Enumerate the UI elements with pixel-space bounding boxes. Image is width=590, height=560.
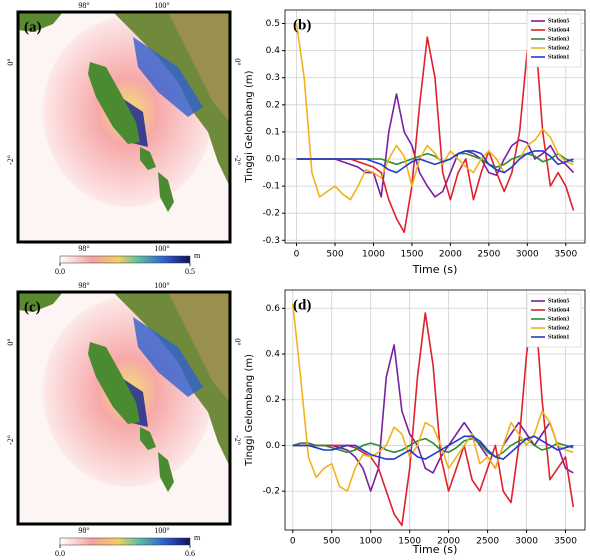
y-tick-label: -0.3 [262, 236, 280, 246]
y-axis-label: Tinggi Gelombang (m) [244, 354, 255, 467]
figure: (a) 98° 98° 100° 100° 0° 0° -2° -2° 0.0 0.5 m (c) 98°… [0, 0, 590, 560]
colorbar-tick-label: 0.5 [185, 267, 195, 276]
y-tick-label: 0.6 [266, 304, 281, 314]
lat-label: 0° [233, 338, 242, 345]
colorbar [60, 256, 190, 263]
legend-label: Station2 [548, 325, 569, 331]
colorbar-tick-label: 0.6 [185, 549, 195, 558]
map: (c) [18, 292, 230, 524]
panel-label: (b) [293, 17, 311, 33]
legend-label: Station1 [548, 54, 569, 60]
panel-label: (c) [24, 299, 41, 315]
x-tick-label: 2000 [439, 250, 462, 260]
legend-label: Station4 [548, 307, 569, 313]
y-tick-label: 0.2 [266, 395, 280, 405]
legend-label: Station5 [548, 298, 569, 304]
colorbar-unit: m [194, 533, 201, 542]
legend-label: Station4 [548, 27, 569, 33]
x-tick-label: 0 [294, 250, 300, 260]
x-axis-label: Time (s) [412, 543, 458, 556]
x-tick-label: 3500 [554, 250, 577, 260]
lat-label: 0° [233, 58, 242, 65]
lon-label: 100° [154, 244, 169, 253]
y-tick-label: 0.5 [266, 19, 280, 29]
lat-label: -2° [233, 435, 242, 445]
lon-label: 98° [78, 1, 89, 10]
legend-label: Station3 [548, 36, 569, 42]
y-tick-label: 0.4 [266, 46, 281, 56]
x-tick-label: 0 [290, 537, 296, 547]
lat-label: -2° [6, 155, 15, 165]
lat-label: -2° [233, 155, 242, 165]
colorbar-tick-label: 0.0 [55, 549, 65, 558]
x-tick-label: 1000 [359, 537, 382, 547]
y-tick-label: -0.2 [262, 209, 280, 219]
lon-label: 100° [154, 526, 169, 535]
y-tick-label: -0.1 [262, 182, 280, 192]
lat-label: 0° [6, 338, 15, 345]
legend-label: Station3 [548, 316, 569, 322]
legend-label: Station5 [548, 18, 569, 24]
y-tick-label: 0.0 [266, 441, 281, 451]
lon-label: 98° [78, 244, 89, 253]
lat-label: 0° [6, 58, 15, 65]
map: (a) [18, 12, 230, 242]
lon-label: 100° [154, 1, 169, 10]
x-tick-label: 500 [323, 537, 340, 547]
y-tick-label: 0.2 [266, 100, 280, 110]
lon-label: 98° [78, 526, 89, 535]
x-tick-label: 3000 [515, 537, 538, 547]
y-tick-label: 0.3 [266, 73, 280, 83]
x-tick-label: 2500 [477, 250, 500, 260]
y-axis-label: Tinggi Gelombang (m) [244, 70, 255, 183]
y-tick-label: -0.2 [262, 487, 280, 497]
legend-label: Station2 [548, 45, 569, 51]
x-tick-label: 3000 [516, 250, 539, 260]
lon-label: 98° [78, 281, 89, 290]
colorbar-unit: m [194, 251, 201, 260]
x-tick-label: 1000 [362, 250, 385, 260]
y-tick-label: 0.4 [266, 350, 281, 360]
x-tick-label: 2500 [476, 537, 499, 547]
legend-label: Station1 [548, 334, 569, 340]
lon-label: 100° [154, 281, 169, 290]
y-tick-label: 0.1 [266, 127, 280, 137]
colorbar-tick-label: 0.0 [55, 267, 65, 276]
x-axis-label: Time (s) [412, 263, 458, 276]
x-tick-label: 3500 [554, 537, 577, 547]
colorbar [60, 538, 190, 545]
panel-label: (a) [24, 19, 42, 35]
x-tick-label: 500 [326, 250, 343, 260]
x-tick-label: 1500 [400, 250, 423, 260]
panel-label: (d) [293, 297, 311, 313]
lat-label: -2° [6, 435, 15, 445]
y-tick-label: 0.0 [266, 155, 281, 165]
